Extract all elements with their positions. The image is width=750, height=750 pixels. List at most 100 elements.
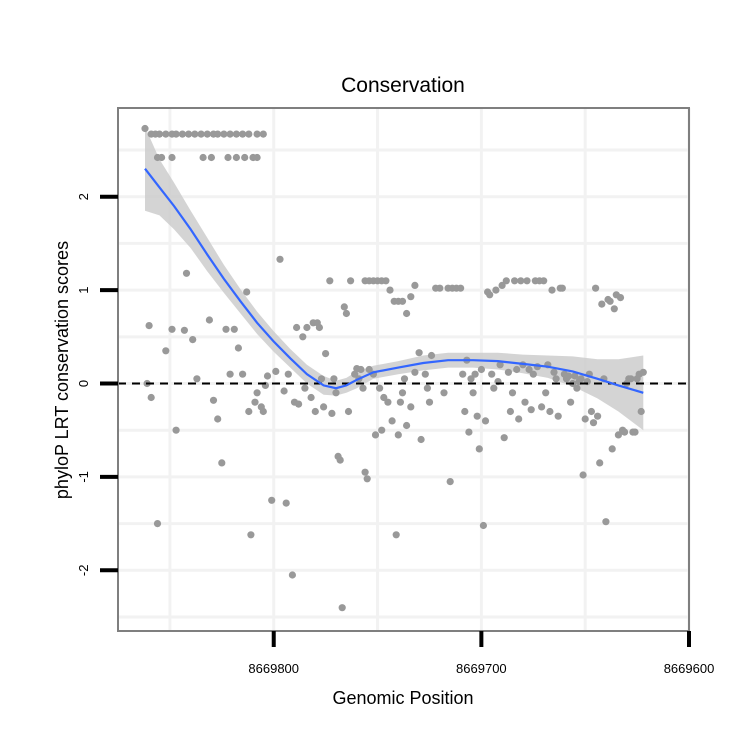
data-point (239, 130, 247, 138)
data-point (627, 375, 635, 383)
data-point (436, 284, 444, 292)
data-point (510, 277, 519, 285)
data-point (571, 372, 579, 380)
data-point (554, 412, 562, 420)
data-point (226, 370, 234, 378)
data-point (508, 389, 517, 397)
data-point (295, 400, 303, 408)
data-point (423, 384, 431, 392)
data-point (301, 384, 309, 392)
data-point (407, 403, 415, 411)
data-point (338, 604, 346, 612)
x-axis-label: Genomic Position (332, 688, 473, 708)
data-point (218, 459, 226, 467)
y-tick-label: 2 (76, 193, 91, 200)
x-tick-label: 8669600 (664, 661, 715, 676)
data-point (251, 398, 259, 406)
data-point (207, 153, 215, 162)
data-point (502, 277, 510, 285)
data-point (552, 375, 560, 383)
data-point (579, 471, 587, 479)
data-point (610, 305, 618, 313)
data-point (382, 277, 390, 285)
data-point (189, 336, 197, 344)
data-point (214, 415, 222, 423)
data-point (465, 428, 473, 436)
data-point (577, 375, 585, 383)
data-point (398, 389, 407, 397)
data-point (232, 130, 240, 138)
data-point (288, 571, 296, 579)
data-point (398, 297, 407, 305)
data-point (529, 370, 537, 378)
data-point (403, 421, 411, 430)
data-point (307, 393, 315, 402)
data-point (243, 288, 251, 296)
data-point (232, 153, 240, 162)
data-point (517, 277, 525, 285)
data-point (616, 294, 625, 302)
data-point (214, 130, 222, 138)
data-point (363, 475, 371, 483)
data-point (351, 370, 359, 378)
data-point (344, 407, 353, 416)
data-point (498, 281, 506, 289)
x-axis: 8669800 8669700 8669600 (248, 631, 714, 676)
data-point (388, 417, 396, 425)
data-point (521, 398, 529, 406)
data-point (234, 344, 242, 352)
y-tick-label: -1 (76, 471, 91, 483)
data-point (199, 153, 207, 162)
chart-title: Conservation (341, 74, 465, 97)
y-axis: -2 -1 0 1 2 (76, 193, 118, 576)
data-point (193, 375, 201, 383)
data-point (488, 370, 496, 378)
data-point (425, 398, 434, 406)
data-point (608, 445, 616, 453)
data-point (342, 309, 350, 318)
data-point (357, 365, 365, 374)
data-point (172, 130, 180, 138)
data-point (500, 434, 508, 442)
data-point (380, 393, 388, 402)
y-tick-label: 0 (76, 380, 91, 387)
data-point (155, 130, 164, 138)
data-point (550, 368, 558, 376)
data-point (415, 349, 423, 357)
data-point (280, 387, 288, 395)
data-point (471, 370, 479, 378)
data-point (315, 323, 323, 332)
data-point (253, 389, 261, 397)
data-point (392, 531, 400, 539)
x-tick-label: 8669800 (248, 661, 299, 676)
data-point (361, 468, 369, 476)
data-point (205, 316, 213, 324)
data-point (631, 428, 639, 436)
data-point (606, 297, 614, 305)
data-point (197, 130, 205, 138)
data-point (542, 389, 550, 397)
data-point (427, 351, 436, 360)
y-tick-label: 1 (76, 286, 91, 293)
data-point (282, 499, 290, 507)
data-point (153, 520, 162, 528)
data-point (317, 375, 326, 383)
data-point (224, 153, 232, 162)
data-point (469, 389, 477, 397)
data-point (162, 130, 170, 138)
data-point (378, 426, 386, 434)
data-point (226, 130, 234, 138)
data-point (253, 130, 261, 138)
data-point (513, 365, 521, 374)
data-point (191, 130, 199, 138)
data-point (479, 521, 487, 530)
data-point (239, 370, 247, 378)
data-point (365, 365, 373, 374)
data-point (268, 496, 276, 504)
data-point (446, 478, 454, 486)
data-point (203, 130, 211, 138)
data-point (158, 153, 166, 162)
data-point (565, 372, 573, 380)
data-point (407, 293, 415, 301)
data-point (376, 384, 384, 392)
